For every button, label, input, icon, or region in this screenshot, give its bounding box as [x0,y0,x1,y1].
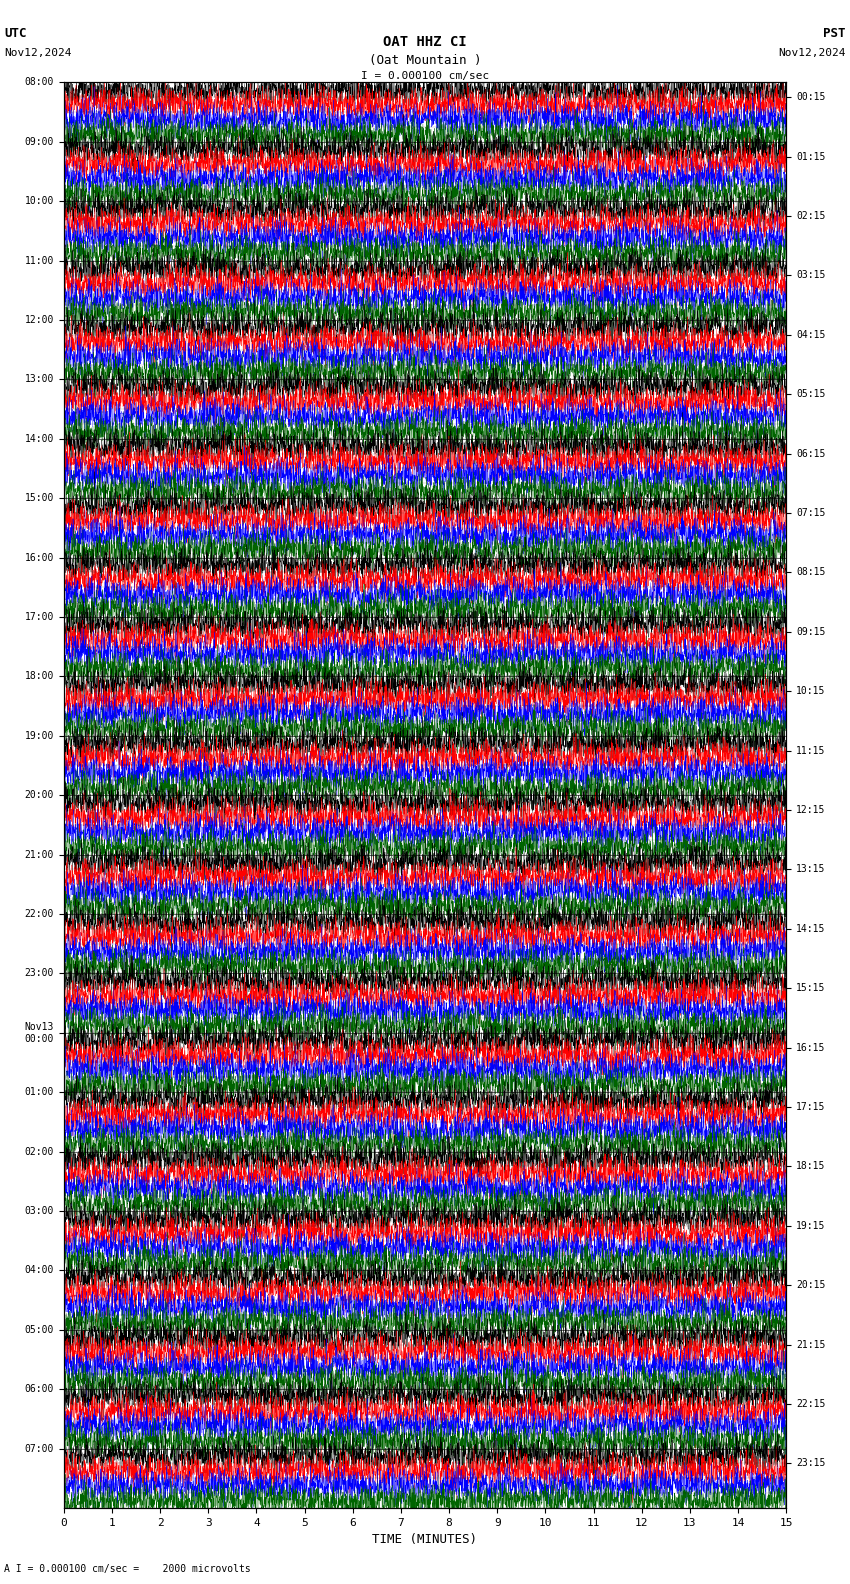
Text: UTC: UTC [4,27,26,40]
Text: OAT HHZ CI: OAT HHZ CI [383,35,467,49]
Text: (Oat Mountain ): (Oat Mountain ) [369,54,481,67]
Text: Nov12,2024: Nov12,2024 [779,48,846,57]
Text: A I = 0.000100 cm/sec =    2000 microvolts: A I = 0.000100 cm/sec = 2000 microvolts [4,1565,251,1574]
X-axis label: TIME (MINUTES): TIME (MINUTES) [372,1533,478,1546]
Text: Nov12,2024: Nov12,2024 [4,48,71,57]
Text: PST: PST [824,27,846,40]
Text: I = 0.000100 cm/sec: I = 0.000100 cm/sec [361,71,489,81]
